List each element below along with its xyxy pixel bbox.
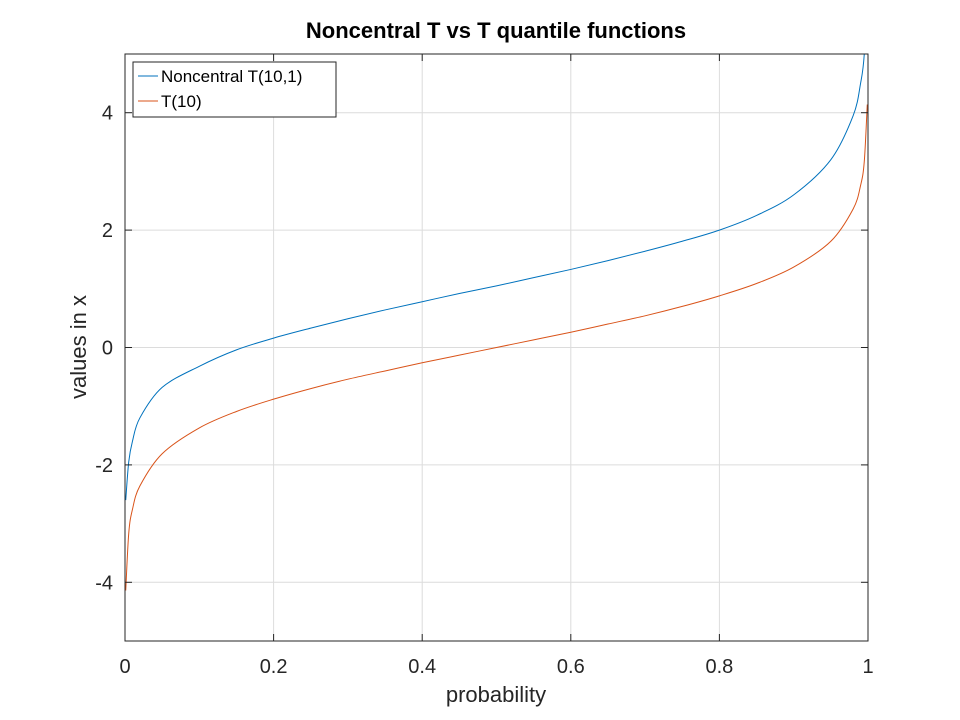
y-axis-title: values in x	[66, 295, 91, 399]
tick-marks	[124, 54, 869, 641]
series-line-t10	[125, 104, 868, 591]
y-tick-label: 0	[102, 338, 113, 360]
legend-box	[132, 61, 337, 118]
x-tick-label: 0.2	[260, 656, 288, 678]
x-axis-title: probability	[446, 682, 546, 707]
grid-lines	[124, 54, 869, 641]
x-tick-label: 0.8	[705, 656, 733, 678]
legend-label-t10: T(10)	[161, 92, 202, 111]
y-tick-label: -2	[95, 455, 113, 477]
series-layer	[125, 54, 868, 591]
legend-label-noncentral: Noncentral T(10,1)	[161, 67, 302, 86]
x-tick-label: 1	[862, 656, 873, 678]
x-tick-label: 0	[119, 656, 130, 678]
x-tick-label: 0.4	[408, 656, 436, 678]
tick-labels: 0 0.2 0.4 0.6 0.8 1 -4 -2 0 2 4	[95, 103, 873, 678]
y-tick-label: 2	[102, 220, 113, 242]
chart-title: Noncentral T vs T quantile functions	[306, 18, 686, 43]
legend: Noncentral T(10,1) T(10)	[132, 61, 337, 118]
y-tick-label: -4	[95, 572, 113, 594]
x-tick-label: 0.6	[557, 656, 585, 678]
y-tick-label: 4	[102, 103, 113, 125]
series-line-noncentral-t	[125, 54, 865, 501]
